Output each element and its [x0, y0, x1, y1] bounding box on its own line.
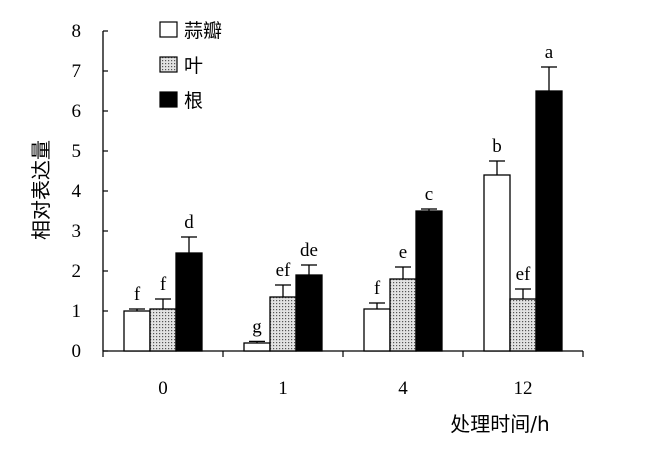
bar: [483, 174, 511, 352]
x-tick-label: 4: [398, 378, 408, 399]
y-tick-label: 5: [72, 141, 82, 162]
bar: [149, 308, 177, 352]
y-tick-label: 2: [72, 261, 82, 282]
legend-swatch: [159, 91, 178, 108]
y-tick-label: 1: [72, 301, 82, 322]
significance-label: f: [160, 274, 167, 295]
bar: [389, 278, 417, 352]
y-tick-label: 4: [72, 181, 82, 202]
bars-layer: [123, 66, 563, 352]
legend-label: 叶: [184, 55, 203, 77]
x-tick-label: 12: [514, 378, 533, 399]
significance-label: e: [399, 242, 407, 263]
legend-swatch: [159, 21, 178, 38]
bar: [363, 308, 391, 352]
x-tick-label: 0: [158, 378, 168, 399]
y-tick-label: 8: [72, 21, 82, 42]
bar: [123, 310, 151, 352]
bar: [269, 296, 297, 352]
y-tick-label: 3: [72, 221, 82, 242]
bar: [175, 252, 203, 352]
significance-label: ef: [516, 264, 531, 285]
significance-label: a: [545, 42, 554, 63]
significance-label: c: [425, 184, 433, 205]
y-tick-label: 0: [72, 341, 82, 362]
y-tick-label: 6: [72, 101, 82, 122]
y-axis-title: 相对表达量: [29, 140, 53, 240]
significance-label: f: [374, 278, 381, 299]
bar: [243, 342, 271, 352]
bar: [535, 90, 563, 352]
bar: [295, 274, 323, 352]
bar: [509, 298, 537, 352]
significance-label: g: [252, 316, 262, 337]
legend-label: 根: [184, 90, 203, 112]
legend-swatch: [159, 56, 178, 73]
y-tick-label: 7: [72, 61, 82, 82]
x-tick-label: 1: [278, 378, 288, 399]
bar: [415, 210, 443, 352]
significance-label: de: [300, 240, 318, 261]
significance-label: d: [184, 212, 194, 233]
significance-label: ef: [276, 260, 291, 281]
significance-label: b: [492, 136, 502, 157]
legend-label: 蒜瓣: [184, 20, 222, 42]
significance-label: f: [134, 284, 141, 305]
x-axis-title: 处理时间/h: [450, 412, 549, 436]
